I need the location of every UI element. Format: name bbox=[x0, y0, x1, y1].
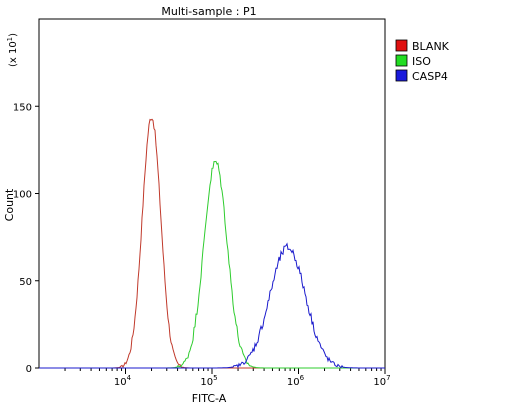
x-tick-label: 106 bbox=[287, 374, 305, 388]
legend-label-casp4: CASP4 bbox=[412, 70, 448, 83]
y-tick-label: 150 bbox=[13, 102, 32, 113]
svg-text:(x 101): (x 101) bbox=[6, 33, 19, 67]
chart-title: Multi-sample : P1 bbox=[161, 5, 256, 18]
x-tick-label: 107 bbox=[373, 374, 390, 388]
legend-label-iso: ISO bbox=[412, 55, 431, 68]
series-line-blank bbox=[39, 118, 385, 369]
x-tick-base: 10 bbox=[373, 377, 386, 388]
x-tick-exponent: 4 bbox=[127, 374, 132, 382]
y-tick-label: 50 bbox=[19, 277, 32, 288]
x-axis-ticks: 104 105 106 107 bbox=[64, 368, 391, 388]
x-tick-exponent: 6 bbox=[300, 374, 305, 382]
legend: BLANK ISO CASP4 bbox=[395, 39, 450, 83]
x-tick-base: 10 bbox=[287, 377, 300, 388]
x-tick-exponent: 7 bbox=[386, 374, 390, 382]
x-axis-label: FITC-A bbox=[192, 392, 227, 405]
legend-swatch-iso bbox=[395, 54, 408, 67]
x-tick-label: 104 bbox=[114, 374, 132, 388]
legend-swatch-blank bbox=[395, 39, 408, 52]
plot-frame bbox=[38, 18, 386, 369]
y-multiplier-close: ) bbox=[8, 33, 19, 37]
y-multiplier-exponent: 1 bbox=[6, 37, 14, 41]
y-tick-label: 100 bbox=[13, 190, 32, 201]
y-multiplier-label: (x 101) bbox=[6, 33, 19, 67]
x-tick-base: 10 bbox=[200, 377, 213, 388]
series-line-casp4 bbox=[39, 242, 385, 369]
x-tick-label: 105 bbox=[200, 374, 217, 388]
series-line-iso bbox=[39, 160, 385, 369]
x-tick-base: 10 bbox=[114, 377, 127, 388]
legend-label-blank: BLANK bbox=[412, 40, 450, 53]
y-axis-ticks: 0 50 100 150 bbox=[13, 102, 39, 375]
x-tick-exponent: 5 bbox=[213, 374, 217, 382]
y-tick-label: 0 bbox=[26, 364, 32, 375]
legend-swatch-casp4 bbox=[395, 69, 408, 82]
y-multiplier-prefix: (x 10 bbox=[8, 41, 19, 67]
y-axis-label: Count bbox=[3, 188, 16, 221]
series-layer bbox=[39, 118, 385, 369]
